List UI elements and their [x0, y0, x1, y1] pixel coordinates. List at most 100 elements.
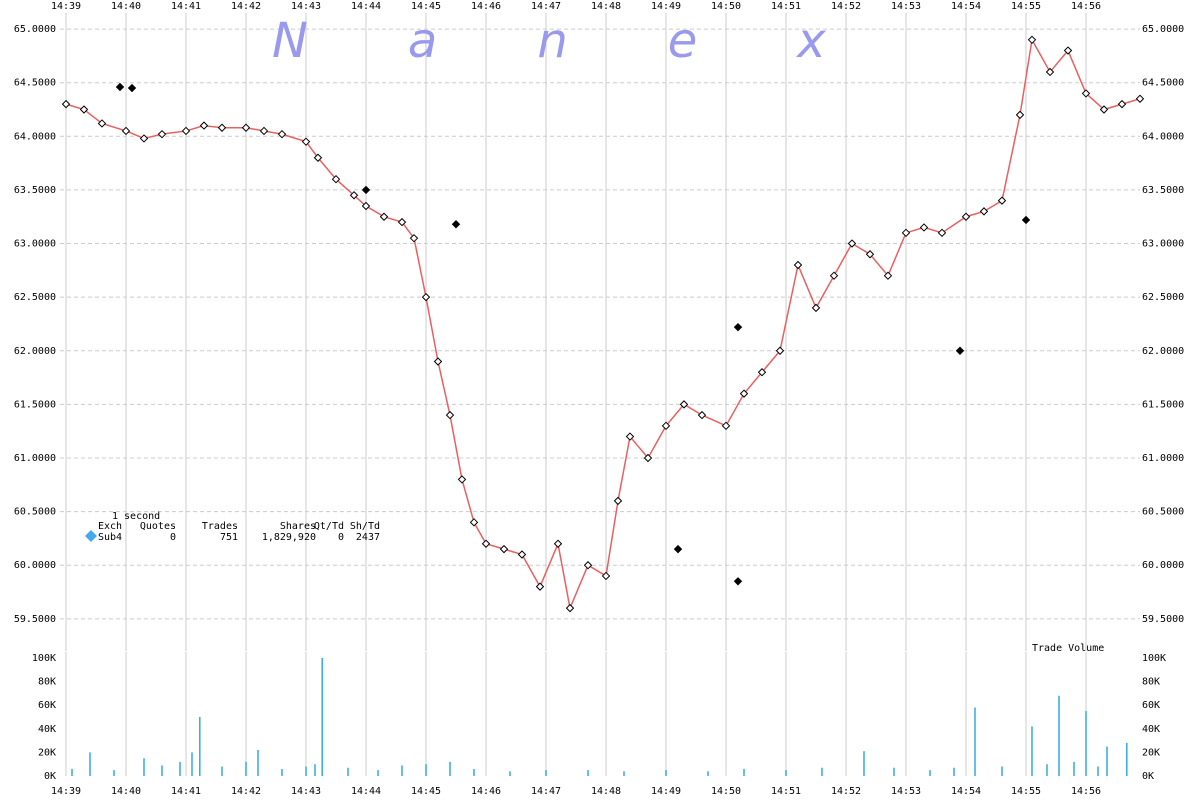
- y-tick-label-right: 61.0000: [1142, 453, 1184, 464]
- trade-marker: [157, 129, 167, 139]
- trade-marker: [661, 421, 671, 431]
- trade-marker: [457, 475, 467, 484]
- x-tick-label-top: 14:43: [291, 1, 321, 12]
- trade-marker: [451, 220, 461, 229]
- volume-bar: [1058, 695, 1060, 776]
- trade-marker: [1015, 110, 1025, 120]
- trade-marker: [811, 303, 821, 313]
- y-tick-label: 62.0000: [14, 346, 56, 357]
- y-tick-label: 64.5000: [14, 78, 56, 89]
- y-tick-label-right: 63.5000: [1142, 185, 1184, 196]
- volume-bar: [974, 707, 976, 776]
- trade-marker: [361, 185, 371, 195]
- trade-marker: [979, 207, 989, 216]
- y-tick-label-right: 62.5000: [1142, 292, 1184, 303]
- volume-bar: [665, 770, 667, 776]
- legend-cell: 751: [220, 532, 238, 543]
- trade-marker: [625, 432, 635, 441]
- y-tick-label: 60.5000: [14, 507, 56, 518]
- volume-bar: [321, 657, 323, 776]
- trade-marker: [97, 119, 107, 128]
- trade-marker: [583, 561, 593, 570]
- x-tick-label: 14:42: [231, 786, 261, 797]
- x-tick-label-top: 14:54: [951, 1, 981, 12]
- trade-marker: [361, 201, 371, 211]
- y-tick-label-right: 61.5000: [1142, 399, 1184, 410]
- x-tick-label: 14:47: [531, 786, 561, 797]
- trade-marker: [1021, 215, 1031, 225]
- trade-marker: [733, 322, 743, 332]
- x-tick-label-top: 14:50: [711, 1, 741, 12]
- y-tick-label: 63.5000: [14, 185, 56, 196]
- trade-marker: [883, 271, 893, 280]
- trade-marker: [61, 99, 71, 109]
- volume-bar: [863, 751, 865, 776]
- volume-bar: [545, 770, 547, 776]
- panel-title: Trade Volume: [1032, 643, 1104, 654]
- watermark: Nanex: [272, 13, 926, 69]
- y-tick-label-right: 63.0000: [1142, 239, 1184, 250]
- trade-marker: [139, 134, 149, 143]
- trade-marker: [673, 544, 683, 554]
- x-tick-label: 14:54: [951, 786, 981, 797]
- trade-marker: [1063, 46, 1073, 55]
- volume-bar: [953, 767, 955, 776]
- x-tick-label: 14:52: [831, 786, 861, 797]
- volume-bar: [314, 764, 316, 776]
- trade-marker: [697, 410, 707, 420]
- trade-marker: [313, 153, 323, 162]
- x-tick-label: 14:55: [1011, 786, 1041, 797]
- trade-marker: [1027, 35, 1037, 45]
- y-tick-label: 62.5000: [14, 292, 56, 303]
- volume-bar: [1126, 742, 1128, 776]
- y-tick-label-right: 64.0000: [1142, 131, 1184, 142]
- trade-marker: [901, 228, 911, 238]
- y-tick-label-right: 0K: [1142, 771, 1154, 782]
- x-tick-label-top: 14:42: [231, 1, 261, 12]
- volume-bar: [1106, 746, 1108, 776]
- trade-marker: [721, 421, 731, 431]
- trade-marker: [217, 123, 227, 132]
- trade-marker: [739, 389, 749, 398]
- volume-bar: [509, 771, 511, 776]
- volume-bar: [71, 768, 73, 776]
- y-tick-label: 0K: [44, 771, 56, 782]
- x-tick-label-top: 14:45: [411, 1, 441, 12]
- trade-marker: [1135, 94, 1145, 103]
- y-tick-label-right: 80K: [1142, 677, 1160, 688]
- volume-bar: [191, 752, 193, 776]
- trade-marker: [613, 496, 623, 506]
- y-tick-label: 60K: [38, 700, 56, 711]
- x-tick-label-top: 14:49: [651, 1, 681, 12]
- x-tick-label-top: 14:44: [351, 1, 381, 12]
- y-tick-label-right: 59.5000: [1142, 614, 1184, 625]
- x-tick-label: 14:45: [411, 786, 441, 797]
- y-tick-label: 63.0000: [14, 239, 56, 250]
- trade-marker: [421, 292, 431, 302]
- y-tick-label: 59.5000: [14, 614, 56, 625]
- y-tick-label-right: 40K: [1142, 724, 1160, 735]
- y-tick-label-right: 60.5000: [1142, 507, 1184, 518]
- volume-bar: [161, 765, 163, 776]
- volume-bar: [623, 771, 625, 776]
- trade-marker: [397, 217, 407, 227]
- trade-marker: [115, 82, 125, 92]
- x-tick-label-top: 14:53: [891, 1, 921, 12]
- x-tick-label-top: 14:56: [1071, 1, 1101, 12]
- trade-marker: [955, 346, 965, 355]
- volume-bar: [929, 770, 931, 776]
- trade-marker: [379, 212, 389, 221]
- legend-cell: 0: [170, 532, 176, 543]
- x-tick-label-top: 14:48: [591, 1, 621, 12]
- y-tick-label-right: 20K: [1142, 747, 1160, 758]
- y-tick-label-right: 100K: [1142, 653, 1166, 664]
- trade-marker: [481, 539, 491, 548]
- trade-marker: [349, 191, 359, 200]
- x-tick-label-top: 14:39: [51, 1, 81, 12]
- trade-marker: [409, 233, 419, 243]
- x-tick-label: 14:39: [51, 786, 81, 797]
- trade-marker: [1117, 99, 1127, 109]
- y-tick-label: 65.0000: [14, 24, 56, 35]
- trade-marker: [775, 346, 785, 355]
- x-tick-label-top: 14:40: [111, 1, 141, 12]
